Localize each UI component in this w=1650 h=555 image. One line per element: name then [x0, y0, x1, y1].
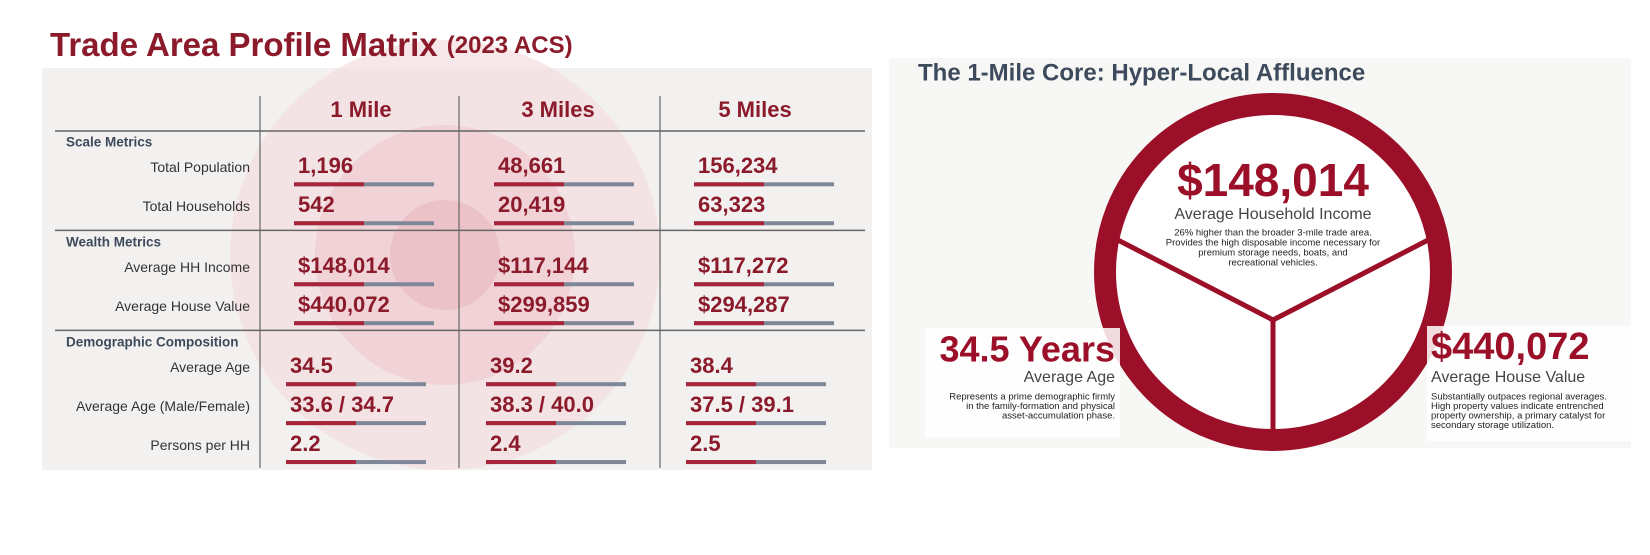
row-label: Persons per HH	[150, 437, 250, 453]
stat-label: Average House Value	[1431, 369, 1585, 386]
value-bar-fill	[286, 382, 356, 387]
column-header: 5 Miles	[718, 97, 791, 122]
cell-value: 63,323	[698, 192, 765, 217]
stat-description: High property values indicate entrenched	[1431, 401, 1604, 412]
cell-value: $440,072	[298, 292, 390, 317]
divider	[1112, 235, 1275, 323]
stat-description: secondary storage utilization.	[1431, 420, 1554, 431]
value-bar-fill	[494, 282, 564, 287]
column-header: 1 Mile	[330, 97, 391, 122]
value-bar-fill	[294, 221, 364, 226]
value-bar-fill	[694, 182, 764, 187]
row-label: Average House Value	[115, 298, 250, 314]
value-bar-fill	[494, 321, 564, 326]
value-bar-fill	[686, 421, 756, 426]
value-bar-fill	[486, 382, 556, 387]
cell-value: 39.2	[490, 353, 533, 378]
label-backdrop	[925, 328, 1120, 438]
map-radius	[390, 200, 500, 310]
stat-description: in the family-formation and physical	[966, 401, 1115, 412]
stat-value: 34.5 Years	[939, 329, 1115, 370]
section-header: Wealth Metrics	[66, 235, 161, 250]
cell-value: 2.5	[690, 431, 721, 456]
stat-description: Represents a prime demographic firmly	[949, 392, 1115, 403]
row-label: Total Households	[143, 198, 250, 214]
stat-label: Average Age	[1024, 369, 1115, 386]
descriptions: 26% higher than the broader 3-mile trade…	[949, 228, 1607, 432]
section-header: Scale Metrics	[66, 135, 152, 150]
value-bar-fill	[686, 382, 756, 387]
cell-value: 38.3 / 40.0	[490, 392, 594, 417]
cell-value: 542	[298, 192, 335, 217]
value-bar-fill	[286, 421, 356, 426]
cell-value: $299,859	[498, 292, 590, 317]
cell-value: 2.4	[490, 431, 521, 456]
ring-dividers	[1112, 235, 1434, 450]
value-bar-fill	[694, 221, 764, 226]
value-bar-fill	[494, 221, 564, 226]
matrix: 1 Mile 3 Miles 5 Miles Scale Metrics Total P…	[55, 96, 865, 468]
cell-value: 2.2	[290, 431, 321, 456]
column-header: 3 Miles	[521, 97, 594, 122]
row-label: Average Age	[170, 359, 250, 375]
row-label: Average Age (Male/Female)	[76, 398, 250, 414]
stat-description: 26% higher than the broader 3-mile trade…	[1174, 228, 1372, 239]
stat-description: asset-accumulation phase.	[1002, 411, 1115, 422]
cell-value: $117,272	[698, 253, 789, 278]
cell-value: 1,196	[298, 153, 353, 178]
panel-title: The 1-Mile Core: Hyper-Local Affluence	[918, 59, 1365, 86]
value-bar-fill	[294, 282, 364, 287]
row-label: Total Population	[150, 159, 250, 175]
stat-description: recreational vehicles.	[1228, 258, 1317, 269]
cell-value: 38.4	[690, 353, 734, 378]
divider	[1271, 235, 1434, 323]
value-bar-fill	[294, 182, 364, 187]
value-bar-fill	[694, 321, 764, 326]
cell-value: 33.6 / 34.7	[290, 392, 394, 417]
value-bar-fill	[686, 460, 756, 465]
stat-description: Substantially outpaces regional averages…	[1431, 392, 1607, 403]
stat-label: Average Household Income	[1174, 206, 1371, 223]
value-bar-fill	[286, 460, 356, 465]
value-bar-fill	[486, 460, 556, 465]
cell-value: 20,419	[498, 192, 565, 217]
cell-value: $148,014	[298, 253, 391, 278]
stat-value: $148,014	[1177, 154, 1369, 206]
section-header: Demographic Composition	[66, 335, 239, 350]
cell-value: 48,661	[498, 153, 565, 178]
cell-value: $117,144	[498, 253, 589, 278]
matrix-title: Trade Area Profile Matrix (2023 ACS)	[50, 26, 573, 63]
stat-description: premium storage needs, boats, and	[1198, 248, 1347, 259]
cell-value: $294,287	[698, 292, 790, 317]
value-bar-fill	[494, 182, 564, 187]
cell-value: 156,234	[698, 153, 778, 178]
label-backdrop	[1427, 326, 1631, 441]
cell-value: 34.5	[290, 353, 333, 378]
stat-value: $440,072	[1431, 326, 1590, 368]
row-label: Average HH Income	[124, 259, 250, 275]
stat-description: Provides the high disposable income nece…	[1166, 238, 1380, 249]
value-bar-fill	[694, 282, 764, 287]
stat-description: property ownership, a primary catalyst f…	[1431, 411, 1605, 422]
value-bar-fill	[294, 321, 364, 326]
value-bar-fill	[486, 421, 556, 426]
cell-value: 37.5 / 39.1	[690, 392, 794, 417]
